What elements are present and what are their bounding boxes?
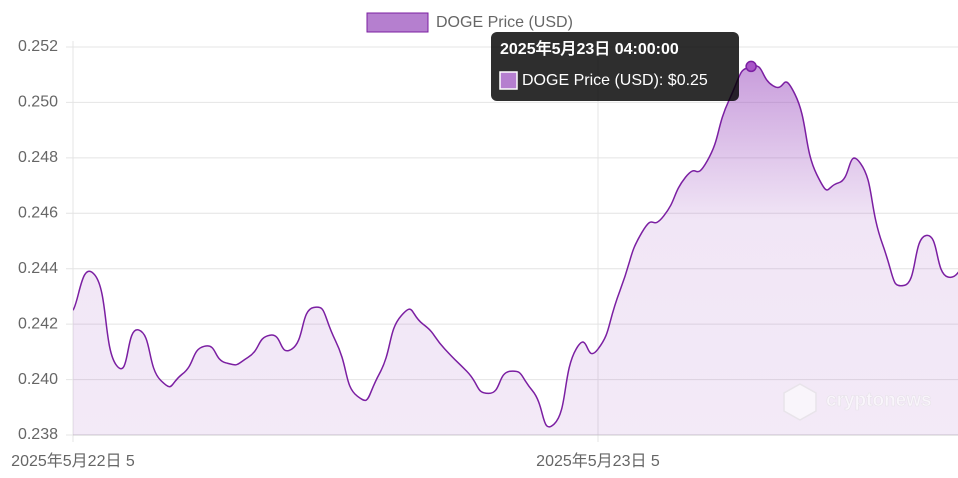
line (73, 64, 958, 428)
x-tick-label: 2025年5月23日 5 (536, 452, 660, 470)
y-tick-label: 0.246 (18, 205, 58, 222)
watermark: cryptonews (783, 383, 932, 421)
y-tick-label: 0.248 (18, 149, 58, 166)
y-tick-label: 0.250 (18, 94, 58, 111)
tooltip-label: DOGE Price (USD): $0.25 (522, 72, 708, 89)
legend: DOGE Price (USD) (366, 12, 573, 33)
tooltip-title: 2025年5月23日 04:00:00 (500, 39, 679, 58)
y-tick-label: 0.244 (18, 260, 58, 277)
watermark-text: cryptonews (826, 390, 932, 411)
x-tick-label: 2025年5月22日 5 (11, 452, 135, 470)
y-tick-label: 0.242 (18, 315, 58, 332)
legend-label: DOGE Price (USD) (436, 14, 573, 31)
area (73, 65, 958, 435)
tooltip-swatch (499, 71, 518, 90)
hover-point (745, 60, 757, 73)
y-tick-label: 0.238 (18, 426, 58, 443)
tooltip-box (491, 32, 739, 101)
y-tick-label: 0.252 (18, 38, 58, 55)
y-tick-label: 0.240 (18, 371, 58, 388)
plot-area (73, 64, 958, 435)
watermark-logo (783, 383, 817, 421)
legend-swatch (366, 12, 429, 33)
tooltip: 2025年5月23日 04:00:00 DOGE Price (USD): $0… (491, 32, 739, 101)
